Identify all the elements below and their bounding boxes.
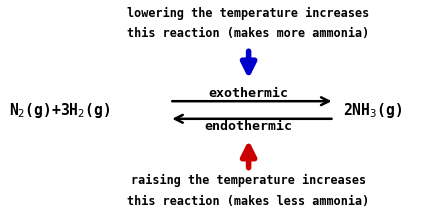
Text: lowering the temperature increases: lowering the temperature increases xyxy=(128,7,370,20)
Text: endothermic: endothermic xyxy=(205,120,293,133)
Text: exothermic: exothermic xyxy=(209,87,289,100)
Text: raising the temperature increases: raising the temperature increases xyxy=(131,174,366,187)
Text: N$_2$(g)+3H$_2$(g): N$_2$(g)+3H$_2$(g) xyxy=(9,101,110,119)
Text: 2NH$_3$(g): 2NH$_3$(g) xyxy=(343,101,402,119)
Text: this reaction (makes more ammonia): this reaction (makes more ammonia) xyxy=(128,28,370,40)
Text: this reaction (makes less ammonia): this reaction (makes less ammonia) xyxy=(128,195,370,208)
